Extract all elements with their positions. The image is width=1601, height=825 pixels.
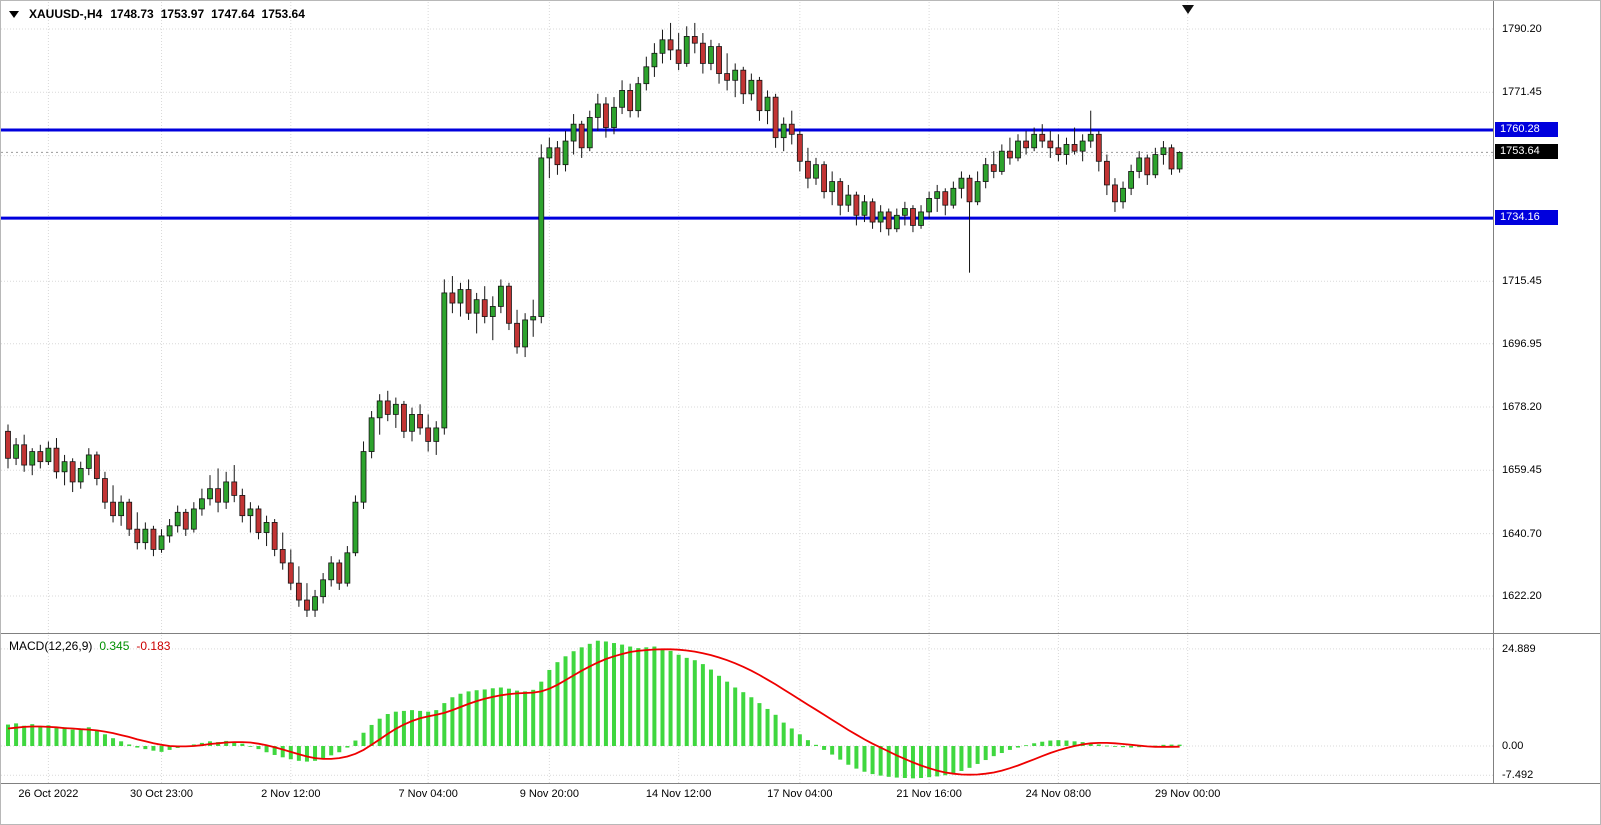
- high-value: 1753.97: [160, 7, 205, 21]
- time-scale-label: 7 Nov 04:00: [398, 788, 458, 800]
- price-scale-label: 1678.20: [1502, 401, 1542, 413]
- macd-layer: [6, 640, 1182, 779]
- price-scale-label: 1771.45: [1502, 86, 1542, 99]
- price-scale-label: 1622.20: [1502, 590, 1542, 602]
- macd-indicator-info: MACD(12,26,9) 0.345 -0.183: [9, 639, 170, 653]
- macd-signal-value: -0.183: [136, 639, 171, 653]
- chart-shift-marker[interactable]: [1182, 5, 1194, 14]
- open-value: 1748.73: [110, 7, 154, 21]
- price-scale-label: 1790.20: [1502, 23, 1542, 35]
- time-scale-label: 17 Nov 04:00: [767, 788, 833, 800]
- price-scale-label: 1640.70: [1502, 527, 1542, 540]
- macd-scale-label: 24.889: [1502, 642, 1536, 655]
- low-value: 1747.64: [211, 7, 255, 21]
- grid-layer: [1, 2, 1493, 783]
- price-scale-label: 1715.45: [1502, 275, 1542, 288]
- price-scale[interactable]: 1790.20 1771.45 1715.45 1696.95 1678.20 1659.…: [1494, 1, 1600, 783]
- time-scale-label: 2 Nov 12:00: [261, 788, 321, 800]
- macd-scale-label: -7.492: [1502, 769, 1534, 782]
- price-scale-label: 1659.45: [1502, 464, 1542, 477]
- candles-layer: [5, 22, 1183, 617]
- close-value: 1753.64: [261, 7, 305, 21]
- time-scale-label: 30 Oct 23:00: [130, 788, 194, 800]
- time-scale-label: 29 Nov 00:00: [1154, 788, 1221, 800]
- price-scale-label: 1696.95: [1502, 337, 1542, 350]
- hline-lower-price-tag: 1734.16: [1495, 210, 1558, 226]
- macd-scale-label: 0.00: [1502, 740, 1524, 752]
- macd-main-value: 0.345: [99, 639, 130, 653]
- pane-separators: [1, 1, 1600, 784]
- symbol-dropdown-icon[interactable]: [9, 10, 19, 18]
- time-scale-label: 26 Oct 2022: [18, 788, 79, 800]
- symbol-timeframe-label: XAUUSD-,H4: [29, 7, 103, 21]
- hline-upper-price-tag: 1760.28: [1495, 121, 1558, 137]
- macd-label: MACD(12,26,9): [9, 639, 93, 653]
- time-scale-label: 21 Nov 16:00: [896, 788, 962, 800]
- time-scale[interactable]: 26 Oct 2022 30 Oct 23:00 2 Nov 12:00 7 Nov …: [1, 784, 1493, 806]
- time-scale-label: 24 Nov 08:00: [1025, 788, 1092, 800]
- time-scale-label: 14 Nov 12:00: [645, 788, 712, 800]
- current-price-tag: 1753.64: [1495, 144, 1558, 160]
- ohlc-readout: 1748.73 1753.97 1747.64 1753.64: [110, 7, 305, 21]
- time-scale-label: 9 Nov 20:00: [519, 788, 580, 800]
- horizontal-level-lines: [1, 128, 1493, 220]
- symbol-info: XAUUSD-,H4 1748.73 1753.97 1747.64 1753.…: [9, 7, 305, 21]
